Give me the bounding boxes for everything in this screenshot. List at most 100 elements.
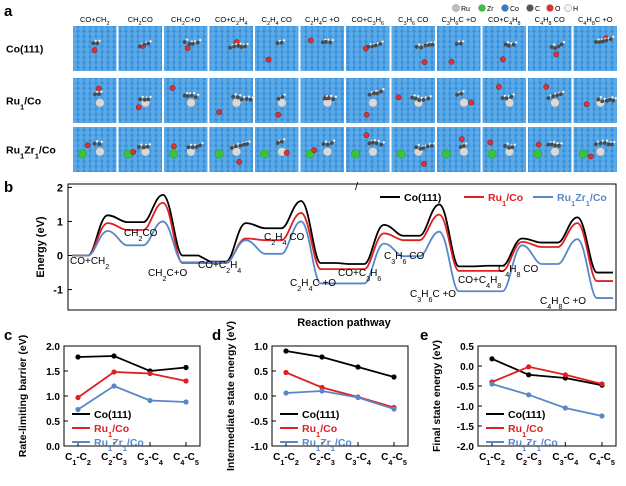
- data-point-ru1zr1-co: [489, 381, 495, 387]
- ru-atom: [368, 98, 378, 108]
- carbon-atom: [231, 94, 235, 99]
- cobalt-surface: [300, 127, 344, 172]
- y-tick-label--1: -1: [53, 285, 63, 297]
- carbon-atom: [243, 44, 247, 49]
- oxygen-atom: [135, 104, 142, 111]
- cobalt-surface: [528, 127, 572, 172]
- carbon-atom: [555, 93, 560, 98]
- oxygen-atom: [307, 37, 314, 44]
- hydrogen-atom: [234, 92, 237, 96]
- structure-tile-ru1zr1-co-8: [391, 127, 436, 172]
- legend-label-co-111: Co(111): [508, 409, 545, 421]
- ru-atom: [368, 147, 378, 157]
- legend-ru-label: Ru: [461, 6, 470, 13]
- cobalt-surface: [73, 127, 117, 172]
- energy-line-ru1zr1-co: [72, 220, 613, 299]
- hydrogen-atom: [560, 141, 563, 145]
- panel-frame: [271, 345, 409, 447]
- carbon-atom: [604, 38, 609, 43]
- state-label-7: CO+C3H6: [338, 268, 381, 283]
- carbon-atom: [504, 96, 509, 101]
- carbon-atom: [608, 37, 613, 42]
- carbon-atom: [506, 43, 511, 48]
- carbon-atom: [557, 143, 561, 148]
- y-tick-label: 1.0: [254, 342, 268, 353]
- oxygen-atom: [184, 45, 191, 51]
- carbon-atom: [421, 146, 426, 151]
- oxygen-atom: [91, 47, 98, 54]
- data-point-ru1zr1-co: [599, 413, 605, 419]
- carbon-atom: [500, 96, 505, 101]
- hydrogen-atom: [611, 95, 614, 99]
- structure-tile-ru1zr1-co-12: [573, 127, 617, 172]
- column-label-3: CH2C+O: [171, 15, 201, 27]
- series-line-co-111: [77, 355, 187, 372]
- structure-tile-co-111-6: [300, 26, 344, 71]
- carbon-atom: [229, 146, 234, 150]
- structure-tile-co-111-11: [528, 26, 572, 71]
- y-tick-label: 0.0: [460, 362, 474, 373]
- panel-letter-c: c: [4, 327, 12, 344]
- column-label-12: C4H8C +O: [578, 15, 613, 27]
- data-point-co-111: [391, 374, 397, 380]
- carbon-atom: [187, 42, 192, 46]
- legend-label-ru1zr1-co: Ru1Zr1/Co: [94, 437, 144, 453]
- carbon-atom: [182, 93, 187, 98]
- hydrogen-atom: [324, 140, 328, 143]
- carbon-atom: [503, 42, 508, 47]
- hydrogen-atom: [242, 95, 246, 99]
- hydrogen-atom: [612, 140, 616, 144]
- carbon-atom: [419, 45, 424, 50]
- y-tick-label: 1.5: [46, 367, 60, 378]
- state-label-10: CO+C4H8: [458, 275, 501, 290]
- structure-tile-ru1zr1-co-3: [164, 127, 208, 172]
- hydrogen-atom: [332, 139, 336, 143]
- carbon-atom: [279, 139, 284, 144]
- carbon-atom: [594, 40, 598, 44]
- panel-frame: [63, 345, 201, 447]
- carbon-atom: [320, 40, 325, 45]
- data-point-ru1zr1-co: [75, 406, 81, 413]
- oxygen-atom: [553, 51, 560, 58]
- carbon-atom: [558, 92, 563, 97]
- carbon-atom: [189, 93, 194, 98]
- carbon-atom: [367, 92, 372, 97]
- column-label-7: CO+C3H6: [352, 15, 384, 27]
- hydrogen-atom: [283, 93, 287, 96]
- ru-atom: [550, 147, 560, 157]
- carbon-atom: [378, 42, 383, 46]
- carbon-atom: [321, 142, 326, 146]
- carbon-atom: [233, 144, 238, 149]
- hydrogen-atom: [614, 96, 618, 100]
- carbon-atom: [423, 43, 428, 48]
- hydrogen-atom: [381, 40, 384, 43]
- legend-c-atom: [526, 4, 534, 12]
- oxygen-atom: [275, 111, 282, 118]
- structure-tile-co-111-3: [164, 26, 208, 71]
- carbon-atom: [559, 42, 564, 47]
- data-point-co-111: [489, 356, 495, 362]
- oxygen-atom: [421, 59, 428, 65]
- y-tick-label: 0.0: [254, 392, 268, 403]
- legend-zr-atom: [478, 4, 486, 12]
- legend-label-ru1zr1-co: Ru1Zr1/Co: [557, 192, 607, 208]
- legend-label-co-111: Co(111): [404, 192, 441, 204]
- hydrogen-atom: [192, 91, 196, 95]
- legend-label-ru1-co: Ru1/Co: [302, 423, 337, 439]
- y-tick-label: -2.0: [457, 442, 475, 453]
- data-point-co-111: [183, 364, 189, 371]
- hydrogen-atom: [247, 95, 251, 98]
- structure-tile-ru1-co-12: [573, 78, 618, 123]
- carbon-atom: [93, 92, 97, 97]
- y-tick-label: 0.0: [46, 442, 60, 453]
- column-label-1: CO+CH2: [80, 15, 109, 27]
- hydrogen-atom: [185, 91, 189, 95]
- carbon-atom: [417, 98, 422, 103]
- zr-atom: [351, 149, 360, 159]
- carbon-atom: [553, 46, 557, 51]
- panel-letter-a: a: [4, 3, 13, 20]
- y-axis-label: Intermediate state energy (eV): [225, 321, 237, 471]
- oxygen-atom: [448, 58, 455, 65]
- hydrogen-atom: [599, 95, 603, 99]
- y-axis-label: Final state energy (eV): [431, 340, 443, 452]
